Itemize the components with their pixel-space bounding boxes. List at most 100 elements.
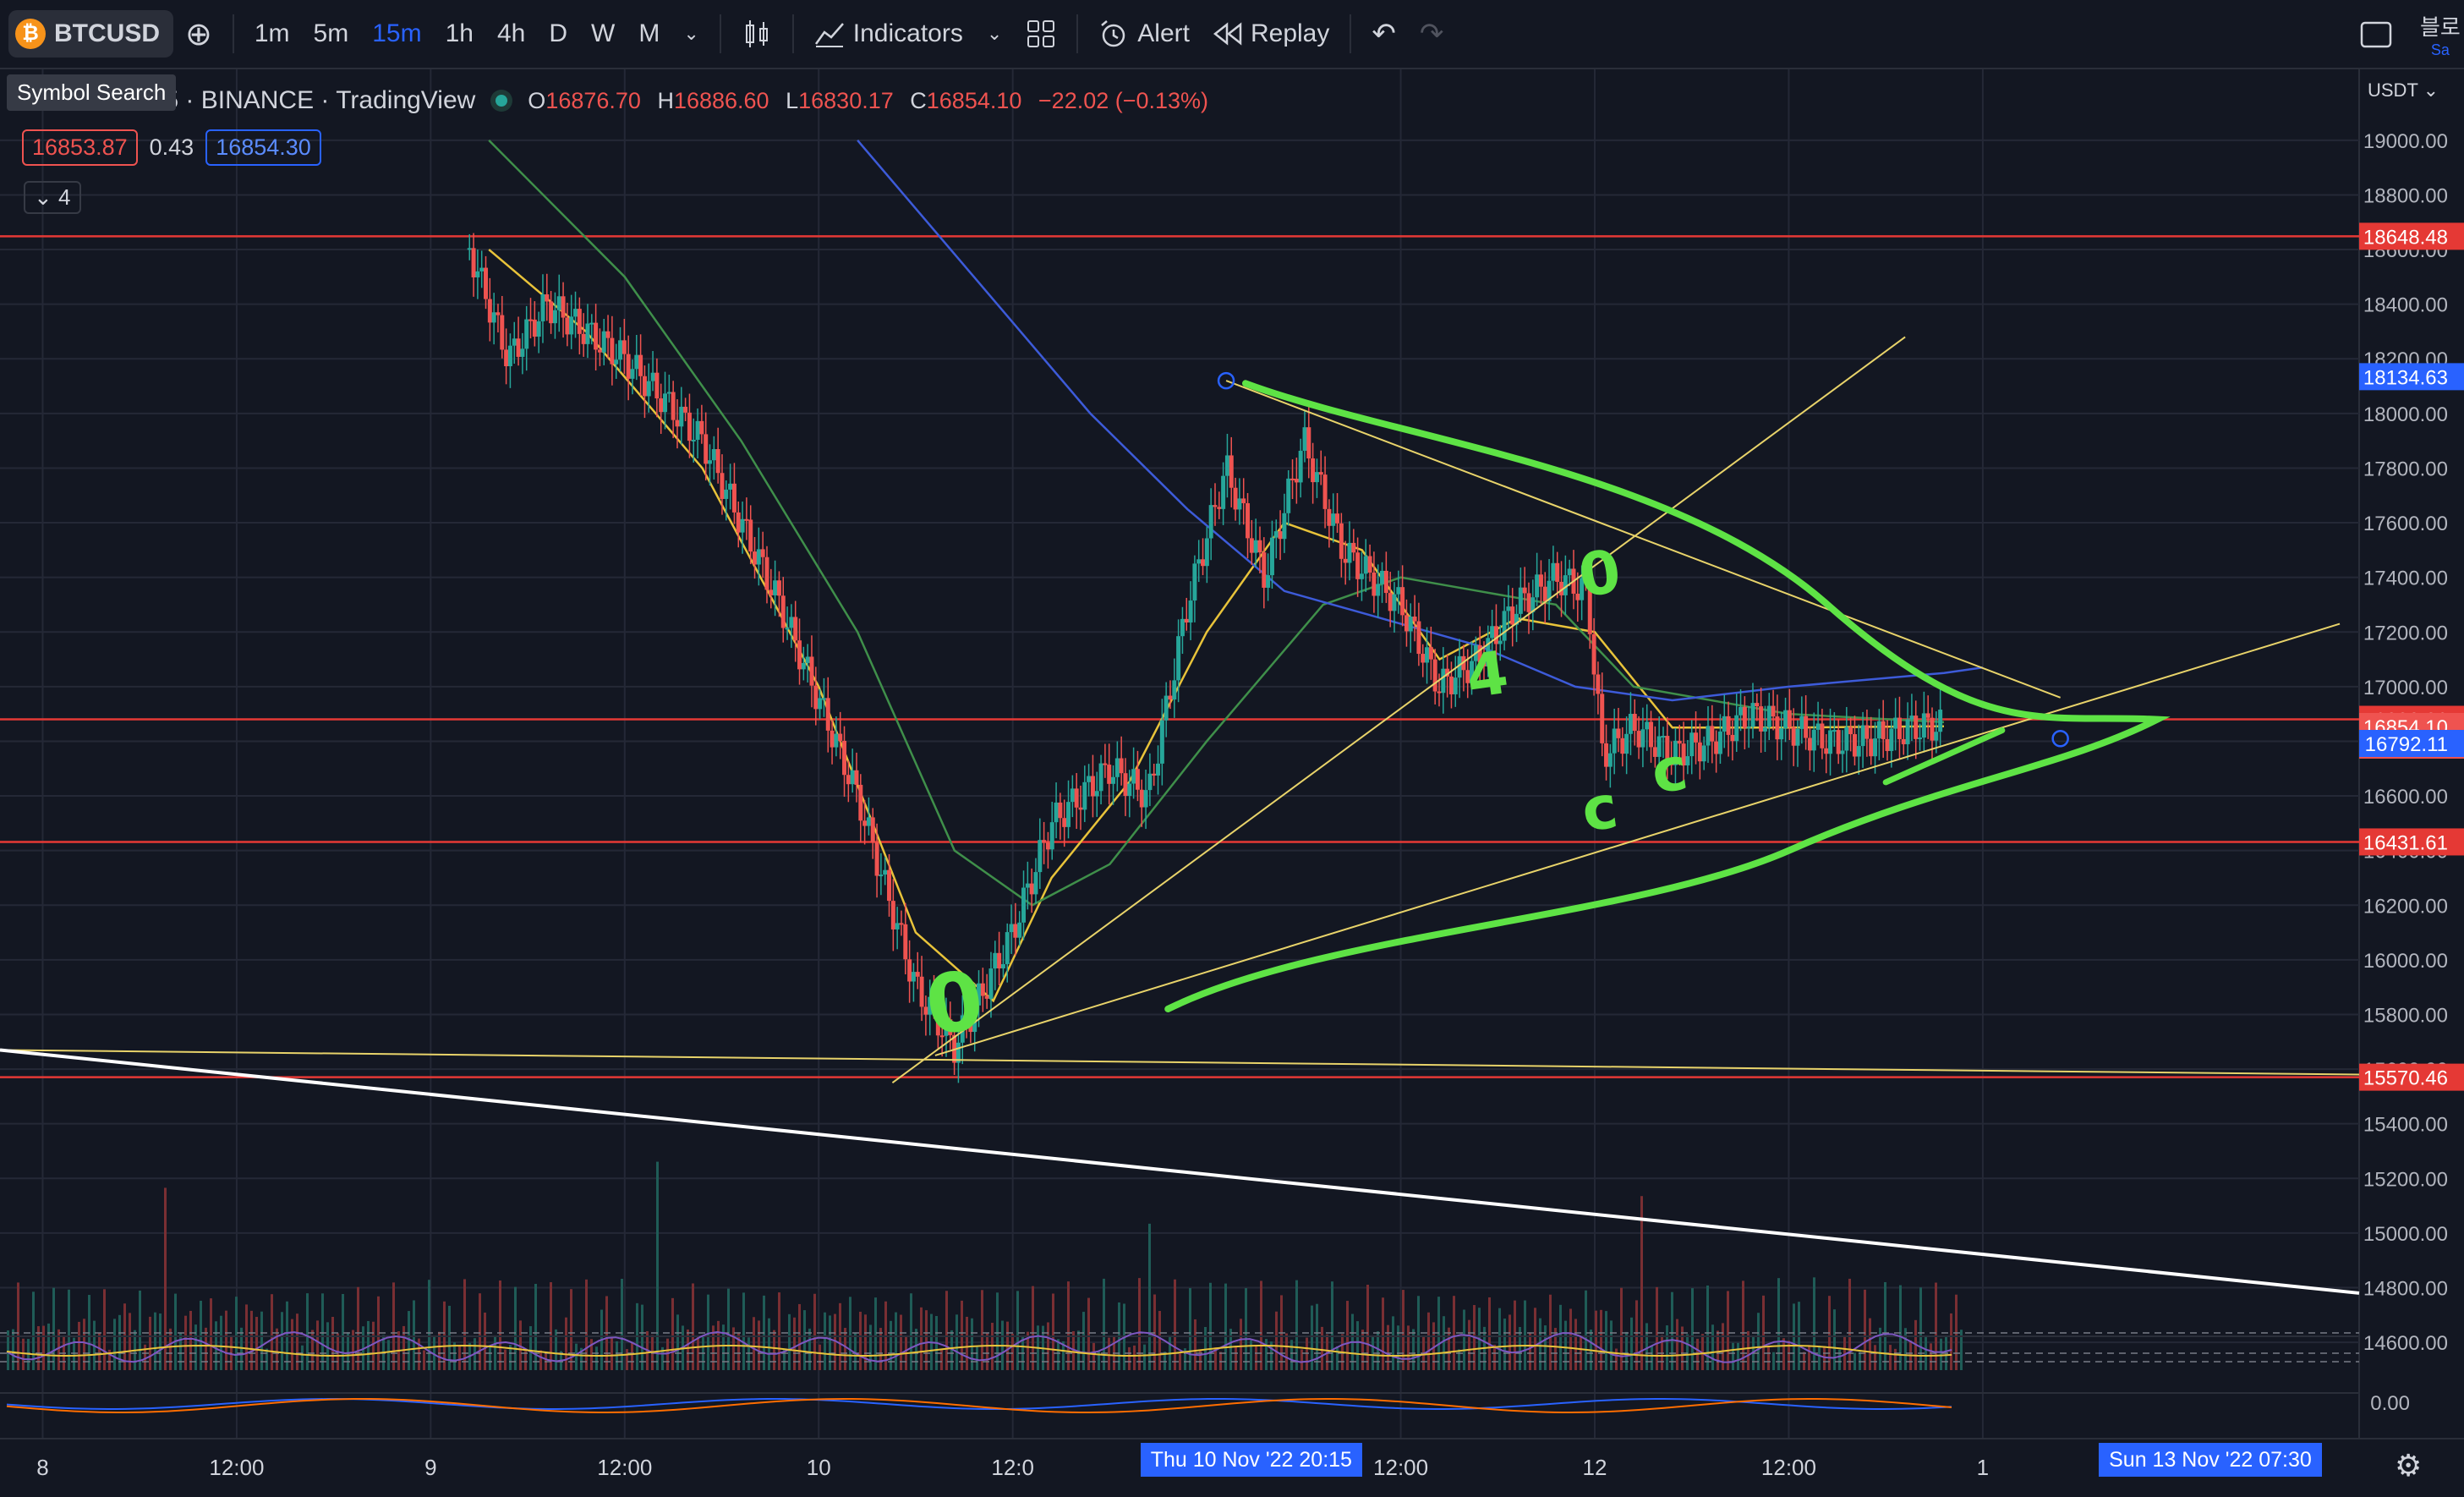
candle-body [1404, 615, 1409, 632]
candle-body [1445, 668, 1450, 677]
price-level-tag [2359, 222, 2464, 250]
candle-body [797, 640, 802, 670]
undo-button[interactable]: ↶ [1372, 18, 1396, 50]
volume-bar [1564, 1320, 1567, 1370]
volume-bar [1600, 1309, 1602, 1370]
publish-button[interactable]: 블로 Sa [2420, 0, 2461, 69]
replay-button[interactable]: Replay [1202, 0, 1341, 69]
interval-D[interactable]: D [549, 19, 567, 47]
volume-bar [986, 1332, 988, 1370]
candle-body [1465, 670, 1470, 683]
volume-bar [194, 1324, 197, 1370]
volume-bar [463, 1279, 466, 1370]
candle-body [1914, 716, 1919, 739]
candle-body [1094, 791, 1099, 797]
candle-body [874, 842, 879, 876]
volume-bar [499, 1280, 501, 1370]
interval-1m[interactable]: 1m [254, 19, 290, 47]
interval-1h[interactable]: 1h [445, 19, 474, 47]
candle-body [565, 317, 570, 335]
candle-body [1881, 721, 1886, 739]
interval-15m[interactable]: 15m [372, 19, 422, 47]
interval-4h[interactable]: 4h [496, 19, 526, 47]
candle-body [1538, 574, 1543, 587]
sell-button[interactable]: 16853.87 [22, 129, 138, 166]
candle-body [496, 312, 501, 315]
time-axis[interactable]: 8 12:00 9 12:00 10 12:0 12:00 12 12:00 1 Thu 10 No… [0, 1438, 2464, 1497]
add-symbol-button[interactable]: ⊕ [185, 16, 212, 52]
interval-5m[interactable]: 5m [313, 19, 349, 47]
volume-bar [1143, 1344, 1146, 1370]
volume-bar [641, 1304, 643, 1370]
candle-body [1074, 788, 1079, 808]
candles-icon [745, 20, 768, 47]
indicators-button[interactable]: Indicators [802, 0, 975, 69]
candle-body [879, 875, 884, 877]
alarm-clock-icon [1101, 20, 1125, 47]
candle-body [821, 698, 826, 700]
candle-body [512, 338, 517, 346]
volume-bar [890, 1320, 892, 1370]
fullscreen-button[interactable] [2359, 0, 2393, 69]
volume-bar [621, 1278, 623, 1370]
symbol-button[interactable]: ₿ BTCUSD [8, 10, 173, 58]
candle-body [708, 460, 713, 464]
candle-style-button[interactable] [730, 0, 784, 69]
volume-bar [316, 1320, 319, 1370]
volume-bar [1032, 1286, 1034, 1370]
candle-body [1246, 502, 1251, 539]
indicators-dropdown-icon[interactable]: ⌄ [986, 23, 1003, 44]
replay-label: Replay [1250, 19, 1330, 47]
interval-dropdown-icon[interactable]: ⌄ [683, 23, 699, 44]
buy-sell-row: 16853.87 0.43 16854.30 [22, 129, 321, 166]
volume-bar [1960, 1330, 1963, 1370]
volume-bar [1503, 1319, 1506, 1370]
volume-bar [661, 1346, 664, 1370]
candle-body [1624, 733, 1629, 754]
candle-body [1706, 726, 1711, 746]
alert-button[interactable]: Alert [1087, 0, 1202, 69]
buy-button[interactable]: 16854.30 [205, 129, 321, 166]
candle-body [1607, 753, 1613, 767]
candle-body [1909, 716, 1914, 720]
candle-body [500, 315, 505, 350]
volume-bar [210, 1298, 212, 1370]
candle-body [1229, 455, 1234, 488]
candle-body [695, 420, 700, 440]
divider [1350, 14, 1352, 53]
y-tick-label: 17200.00 [2363, 622, 2448, 644]
candle-body [520, 348, 525, 357]
candle-body [1302, 427, 1307, 451]
volume-bar [1250, 1340, 1252, 1370]
candle-body [1392, 594, 1397, 611]
volume-bar [1356, 1321, 1359, 1370]
volume-bar [428, 1280, 430, 1370]
volume-bar [1098, 1351, 1100, 1370]
volume-bar [1062, 1341, 1065, 1370]
volume-bar [235, 1297, 238, 1370]
volume-bar [1387, 1324, 1389, 1370]
volume-bar [1082, 1312, 1085, 1370]
interval-M[interactable]: M [638, 19, 660, 47]
crosshair-time-label: Thu 10 Nov '22 20:15 [1140, 1443, 1362, 1477]
volume-bar [245, 1304, 248, 1370]
candle-body [736, 512, 741, 533]
candle-body [1815, 723, 1821, 730]
chevron-down-icon: ⌄ [34, 184, 52, 210]
settings-gear-icon[interactable]: ⚙ [2395, 1448, 2423, 1483]
volume-bar [849, 1297, 851, 1370]
candle-body [1889, 728, 1894, 751]
candle-body [1522, 587, 1527, 594]
candle-body [1470, 661, 1475, 683]
y-tick-label: 19000.00 [2363, 130, 2448, 153]
candle-body [545, 294, 550, 302]
volume-bar [514, 1286, 517, 1370]
chart-area[interactable]: USDT ⌄19000.0018800.0018600.0018400.0018… [0, 69, 2464, 1495]
divider [719, 14, 721, 53]
candle-body [1477, 644, 1482, 663]
candle-body [1669, 762, 1674, 765]
volume-bar [42, 1325, 45, 1370]
interval-W[interactable]: W [591, 19, 616, 47]
collapse-indicators-button[interactable]: ⌄ 4 [24, 181, 81, 214]
layouts-button[interactable] [1014, 0, 1068, 69]
